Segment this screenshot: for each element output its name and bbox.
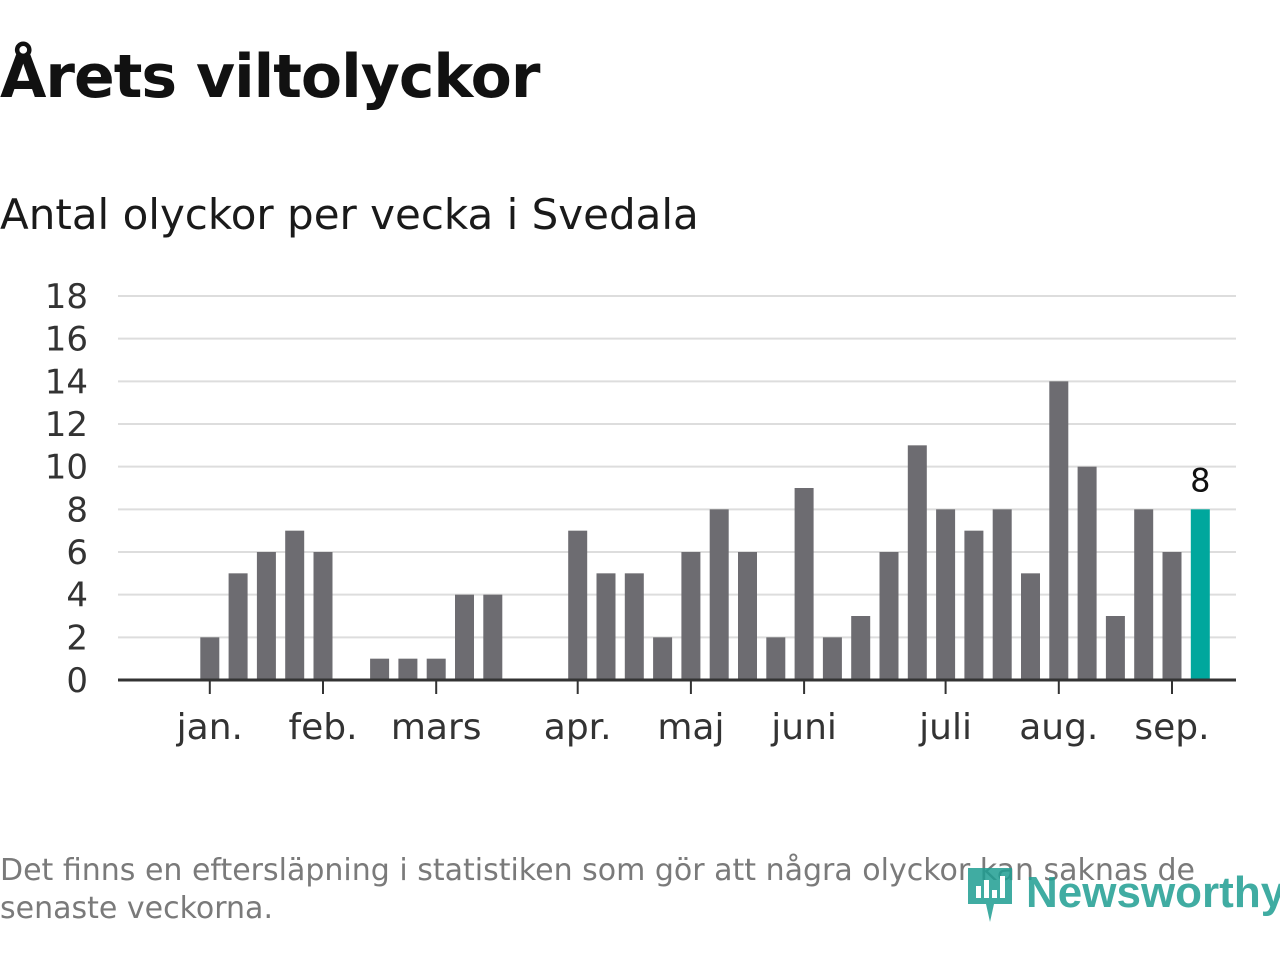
y-tick-label: 0 [66,661,88,701]
bar [936,509,956,680]
data-labels: 8 [1190,461,1210,499]
chart-subtitle: Antal olyckor per vecka i Svedala [0,190,699,239]
y-tick-label: 6 [66,533,88,573]
y-tick-label: 8 [66,490,88,530]
x-tick-label: sep. [1134,707,1209,748]
bar [256,552,276,680]
x-tick-label: apr. [544,707,612,748]
bar [200,637,220,680]
bar [1134,509,1154,680]
chart-title: Årets viltolyckor [0,42,540,112]
y-tick-label: 4 [66,576,88,616]
x-tick-label: mars [391,707,482,748]
newsworthy-logo-icon [968,868,1012,922]
bar [709,509,729,680]
brand-logo: Newsworthy [964,858,1280,928]
bar [794,488,814,680]
bar [624,573,644,680]
y-tick-label: 12 [45,405,88,445]
y-tick-label: 2 [66,618,88,658]
bar [653,637,673,680]
bar [455,594,474,680]
bar [738,552,757,680]
brand-name: Newsworthy [1026,868,1280,917]
bar [766,637,786,680]
y-tick-label: 14 [45,362,88,402]
x-tick-label: maj [657,707,724,748]
bar [992,509,1012,680]
bar [426,658,446,680]
bar-highlight [1190,509,1210,680]
bar [1021,573,1040,680]
y-tick-label: 18 [45,277,88,317]
bar [1077,466,1097,680]
bar [285,530,305,680]
bar [1049,381,1069,680]
bar [1162,552,1182,680]
grid-lines [118,295,1236,639]
bar [907,445,927,680]
bar [964,530,984,680]
x-tick-label: jan. [176,707,243,748]
bar [1105,616,1125,680]
bar [822,637,842,680]
last-value-label: 8 [1190,461,1210,499]
y-tick-label: 10 [45,448,88,488]
x-tick-label: feb. [288,707,357,748]
bar [313,552,333,680]
y-tick-label: 16 [45,320,88,360]
bar [568,530,588,680]
x-tick-label: aug. [1019,707,1098,748]
bar [851,616,871,680]
bar [228,573,248,680]
bars [200,381,1210,680]
bar [596,573,616,680]
bar [879,552,899,680]
x-tick-label: juni [770,707,837,748]
bar [681,552,701,680]
bar [398,658,418,680]
bar [370,658,390,680]
x-tick-label: juli [918,707,972,748]
x-axis: jan. feb. mars apr. maj juni juli aug. sep. [118,678,1236,748]
bar [483,594,503,680]
